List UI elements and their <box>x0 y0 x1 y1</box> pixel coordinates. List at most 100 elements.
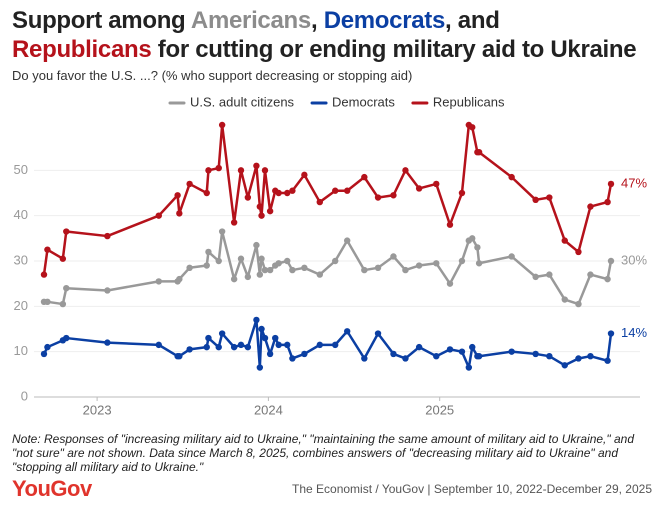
data-point <box>205 167 212 174</box>
title-part: Republicans <box>12 36 152 63</box>
data-point <box>203 189 210 197</box>
data-point <box>155 278 162 285</box>
data-point <box>469 343 476 351</box>
data-point <box>272 334 279 342</box>
data-point <box>275 341 282 349</box>
data-point <box>390 253 397 260</box>
data-point <box>237 255 245 262</box>
data-point <box>261 167 269 174</box>
data-point <box>332 257 339 265</box>
data-point <box>176 210 183 217</box>
end-label: 30% <box>621 252 647 267</box>
x-tick-label: 2025 <box>425 402 454 417</box>
data-point <box>256 271 264 278</box>
x-tick-label: 2024 <box>254 402 283 417</box>
data-point <box>253 162 260 169</box>
data-point <box>415 262 423 269</box>
data-point <box>215 257 222 265</box>
data-point <box>607 257 615 265</box>
data-point <box>237 167 245 174</box>
data-point <box>587 271 594 278</box>
data-point <box>256 203 264 210</box>
y-tick-label: 50 <box>14 162 28 177</box>
series-line <box>44 230 613 306</box>
data-point <box>607 330 615 337</box>
data-point <box>607 180 615 188</box>
data-point <box>253 316 260 324</box>
data-point <box>561 362 568 369</box>
data-point <box>374 264 382 271</box>
data-point <box>532 273 539 281</box>
data-point <box>218 330 226 337</box>
title-part: for cutting or ending military aid to Uk… <box>151 36 637 63</box>
data-point <box>186 346 193 353</box>
data-point <box>40 271 48 278</box>
data-point <box>44 298 51 305</box>
source: The Economist / YouGov | September 10, 2… <box>292 482 652 496</box>
data-point <box>237 341 245 349</box>
data-point <box>289 266 296 274</box>
data-point <box>402 266 409 274</box>
data-point <box>604 198 611 206</box>
data-point <box>218 121 226 129</box>
legend-label: Republicans <box>433 94 505 109</box>
data-point <box>40 350 48 358</box>
series-line <box>42 123 613 275</box>
data-point <box>205 248 212 256</box>
data-point <box>266 350 274 358</box>
data-point <box>402 355 409 362</box>
y-tick-label: 30 <box>14 252 28 267</box>
data-point <box>575 355 582 362</box>
data-point <box>289 355 296 362</box>
y-tick-label: 40 <box>14 207 28 222</box>
data-point <box>59 300 67 308</box>
data-point <box>44 246 51 253</box>
logo: YouGov <box>12 476 92 501</box>
data-point <box>604 275 611 283</box>
note: Note: Responses of "increasing military … <box>12 432 634 474</box>
data-point <box>575 300 582 308</box>
legend-label: Democrats <box>332 94 395 109</box>
data-point <box>561 237 568 244</box>
data-point <box>261 334 269 342</box>
data-point <box>546 194 553 201</box>
data-point <box>155 212 162 219</box>
data-point <box>218 228 226 235</box>
data-point <box>415 343 423 351</box>
data-point <box>275 260 282 267</box>
data-point <box>332 341 339 349</box>
data-point <box>244 343 252 351</box>
chart-title: Support among Americans, Democrats, and R… <box>12 6 662 64</box>
y-tick-label: 0 <box>21 388 28 403</box>
data-point <box>458 348 466 355</box>
data-point <box>475 353 483 360</box>
data-point <box>316 198 323 206</box>
data-point <box>361 266 368 274</box>
data-point <box>275 189 282 197</box>
data-point <box>261 266 269 274</box>
data-point <box>256 364 264 371</box>
data-point <box>475 260 483 267</box>
data-point <box>186 180 193 188</box>
data-point <box>284 257 291 265</box>
data-point <box>230 219 238 226</box>
y-tick-label: 10 <box>14 343 28 358</box>
data-point <box>343 237 351 244</box>
data-point <box>402 167 409 174</box>
subtitle: Do you favor the U.S. ...? (% who suppor… <box>12 68 413 83</box>
data-point <box>301 171 308 179</box>
data-point <box>343 328 351 335</box>
data-point <box>458 189 466 197</box>
data-point <box>230 343 238 351</box>
data-point <box>63 334 70 342</box>
data-point <box>561 296 568 303</box>
data-point <box>446 280 454 287</box>
y-tick-label: 20 <box>14 298 28 313</box>
data-point <box>390 192 397 199</box>
data-point <box>316 341 323 349</box>
data-point <box>546 353 553 360</box>
data-point <box>604 357 611 364</box>
data-point <box>155 341 162 349</box>
data-point <box>546 271 553 278</box>
